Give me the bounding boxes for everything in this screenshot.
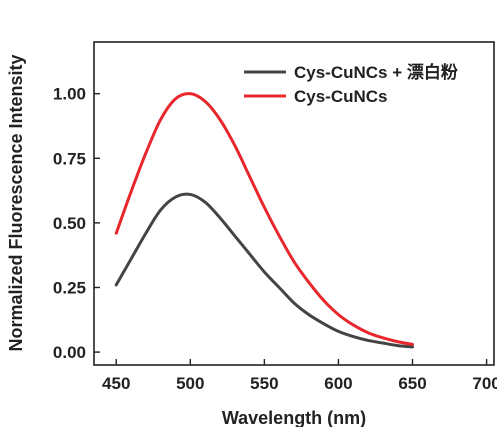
series-line-2 [114,92,415,346]
x-tick-label: 600 [324,374,352,393]
y-tick-label: 0.75 [53,149,86,168]
x-tick-label: 700 [472,374,497,393]
y-tick-label: 0.00 [53,343,86,362]
legend-label-1: Cys-CuNCs + 漂白粉 [294,62,458,82]
y-tick-label: 0.50 [53,214,86,233]
series-line-1 [114,192,415,349]
legend: Cys-CuNCs + 漂白粉 Cys-CuNCs [244,62,458,106]
x-tick-label: 500 [176,374,204,393]
x-axis-title: Wavelength (nm) [222,408,366,427]
axis-ticks: 450 500 550 600 650 700 0.00 0.25 0.50 0.75 1.00 [53,85,497,393]
x-tick-label: 550 [250,374,278,393]
y-tick-label: 1.00 [53,85,86,104]
x-tick-label: 450 [102,374,130,393]
series-layer [114,92,415,349]
y-axis-title: Normalized Fluorescence Intensity [6,54,26,351]
y-tick-label: 0.25 [53,278,86,297]
plot-frame [93,41,495,366]
x-tick-label: 650 [398,374,426,393]
legend-label-2: Cys-CuNCs [294,87,388,106]
